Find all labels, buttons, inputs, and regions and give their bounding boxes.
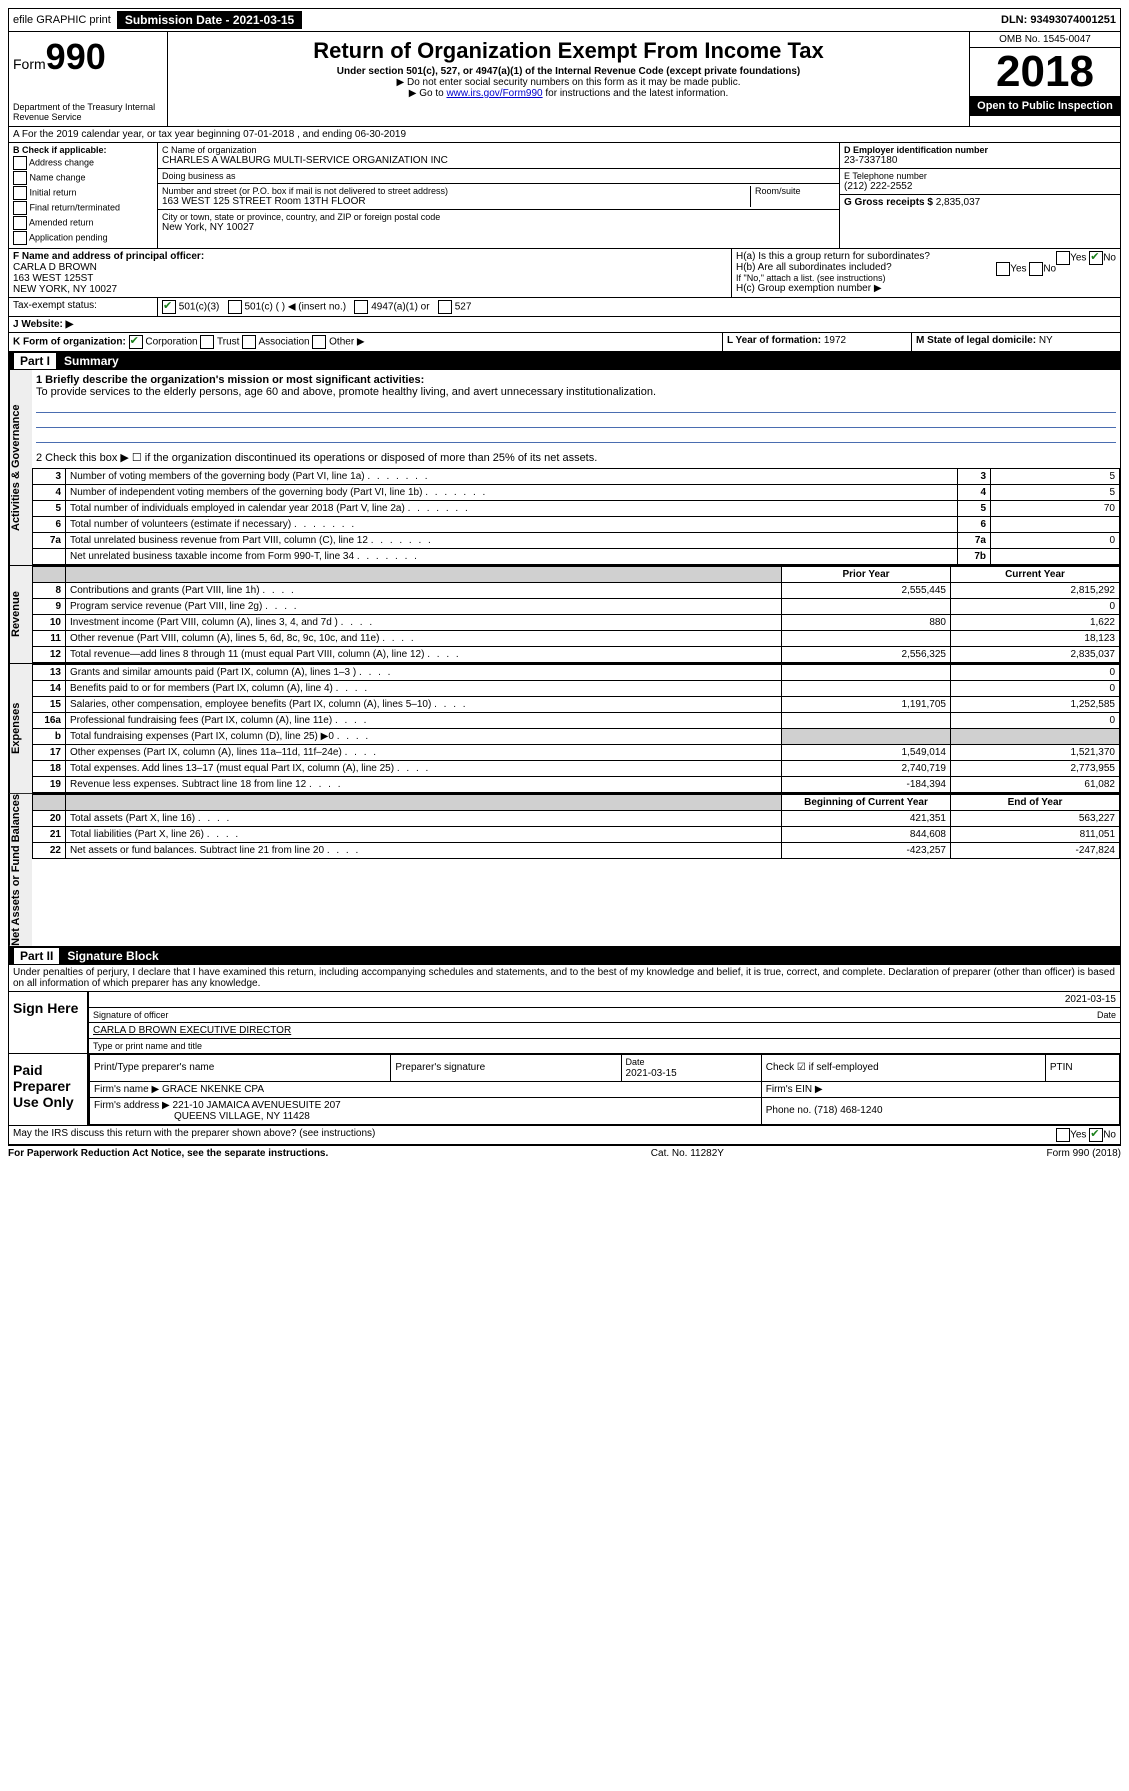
chk-assoc[interactable] — [242, 335, 256, 349]
row-j: J Website: ▶ — [8, 317, 1121, 333]
firm-addr1: 221-10 JAMAICA AVENUESUITE 207 — [173, 1100, 341, 1111]
firm-phone: (718) 468-1240 — [814, 1105, 882, 1116]
efile-topbar: efile GRAPHIC print Submission Date - 20… — [8, 8, 1121, 32]
chk-other[interactable] — [312, 335, 326, 349]
expenses-table: 13Grants and similar amounts paid (Part … — [32, 664, 1120, 793]
chk-4947[interactable] — [354, 300, 368, 314]
part1-header: Part ISummary — [8, 352, 1121, 370]
governance-table: 3Number of voting members of the governi… — [32, 468, 1120, 565]
h-c: H(c) Group exemption number ▶ — [736, 283, 1116, 294]
part1-body: Activities & Governance 1 Briefly descri… — [8, 370, 1121, 566]
open-public-badge: Open to Public Inspection — [970, 96, 1120, 116]
state-domicile: NY — [1039, 335, 1053, 346]
page-footer: For Paperwork Reduction Act Notice, see … — [8, 1145, 1121, 1161]
chk-501c[interactable] — [228, 300, 242, 314]
sign-here-section: Sign Here 2021-03-15 Signature of office… — [8, 992, 1121, 1054]
check-self-employed[interactable]: Check ☑ if self-employed — [761, 1054, 1045, 1081]
officer-addr2: NEW YORK, NY 10027 — [13, 284, 727, 295]
form-header: Form990 Department of the Treasury Inter… — [8, 32, 1121, 127]
revenue-table: Prior YearCurrent Year8Contributions and… — [32, 566, 1120, 663]
chk-corp[interactable] — [129, 335, 143, 349]
line2: 2 Check this box ▶ ☐ if the organization… — [32, 447, 1120, 468]
side-expenses: Expenses — [9, 664, 32, 793]
city-state-zip: New York, NY 10027 — [162, 222, 835, 233]
street-address: 163 WEST 125 STREET Room 13TH FLOOR — [162, 196, 750, 207]
form-title: Return of Organization Exempt From Incom… — [172, 38, 965, 64]
sig-date: 2021-03-15 — [1065, 994, 1116, 1005]
col-de: D Employer identification number 23-7337… — [840, 143, 1120, 248]
chk-address[interactable]: Address change — [13, 156, 153, 170]
efile-label: efile GRAPHIC print — [13, 14, 111, 26]
chk-501c3[interactable] — [162, 300, 176, 314]
side-net: Net Assets or Fund Balances — [9, 794, 32, 946]
chk-initial[interactable]: Initial return — [13, 186, 153, 200]
prep-date: 2021-03-15 — [626, 1068, 677, 1079]
form-subtitle-3: ▶ Go to www.irs.gov/Form990 for instruct… — [172, 88, 965, 99]
tax-year: 2018 — [970, 48, 1120, 96]
omb-label: OMB No. 1545-0047 — [970, 32, 1120, 48]
firm-addr2: QUEENS VILLAGE, NY 11428 — [174, 1111, 310, 1122]
chk-527[interactable] — [438, 300, 452, 314]
dln-label: DLN: 93493074001251 — [1001, 14, 1116, 26]
mission-text: To provide services to the elderly perso… — [36, 386, 1116, 398]
year-formation: 1972 — [824, 335, 846, 346]
gross-receipts: 2,835,037 — [936, 197, 981, 208]
row-i: Tax-exempt status: 501(c)(3) 501(c) ( ) … — [8, 298, 1121, 317]
chk-trust[interactable] — [200, 335, 214, 349]
org-name: CHARLES A WALBURG MULTI-SERVICE ORGANIZA… — [162, 155, 835, 166]
firm-name: GRACE NKENKE CPA — [162, 1084, 264, 1095]
check-b-column: B Check if applicable: Address change Na… — [9, 143, 158, 248]
section-bcd: B Check if applicable: Address change Na… — [8, 143, 1121, 249]
chk-amended[interactable]: Amended return — [13, 216, 153, 230]
side-revenue: Revenue — [9, 566, 32, 663]
form-number: Form990 — [13, 36, 163, 78]
discuss-row: May the IRS discuss this return with the… — [8, 1126, 1121, 1145]
chk-pending[interactable]: Application pending — [13, 231, 153, 245]
officer-addr1: 163 WEST 125ST — [13, 273, 727, 284]
dept-label: Department of the Treasury Internal Reve… — [13, 102, 163, 122]
form-subtitle-1: Under section 501(c), 527, or 4947(a)(1)… — [172, 66, 965, 77]
typed-name: CARLA D BROWN EXECUTIVE DIRECTOR — [93, 1025, 291, 1036]
row-klm: K Form of organization: Corporation Trus… — [8, 333, 1121, 352]
chk-name[interactable]: Name change — [13, 171, 153, 185]
ein-value: 23-7337180 — [844, 155, 1116, 166]
perjury-text: Under penalties of perjury, I declare th… — [8, 965, 1121, 992]
phone-value: (212) 222-2552 — [844, 181, 1116, 192]
part2-header: Part IISignature Block — [8, 947, 1121, 965]
h-a: H(a) Is this a group return for subordin… — [736, 251, 1116, 262]
paid-preparer-section: Paid Preparer Use Only Print/Type prepar… — [8, 1054, 1121, 1126]
col-c: C Name of organization CHARLES A WALBURG… — [158, 143, 840, 248]
side-governance: Activities & Governance — [9, 370, 32, 565]
irs-link[interactable]: www.irs.gov/Form990 — [446, 88, 542, 99]
row-fh: F Name and address of principal officer:… — [8, 249, 1121, 298]
chk-final[interactable]: Final return/terminated — [13, 201, 153, 215]
officer-name: CARLA D BROWN — [13, 262, 727, 273]
line-a: A For the 2019 calendar year, or tax yea… — [8, 127, 1121, 143]
netassets-table: Beginning of Current YearEnd of Year20To… — [32, 794, 1120, 859]
form-subtitle-2: ▶ Do not enter social security numbers o… — [172, 77, 965, 88]
submission-date-button[interactable]: Submission Date - 2021-03-15 — [117, 11, 302, 29]
